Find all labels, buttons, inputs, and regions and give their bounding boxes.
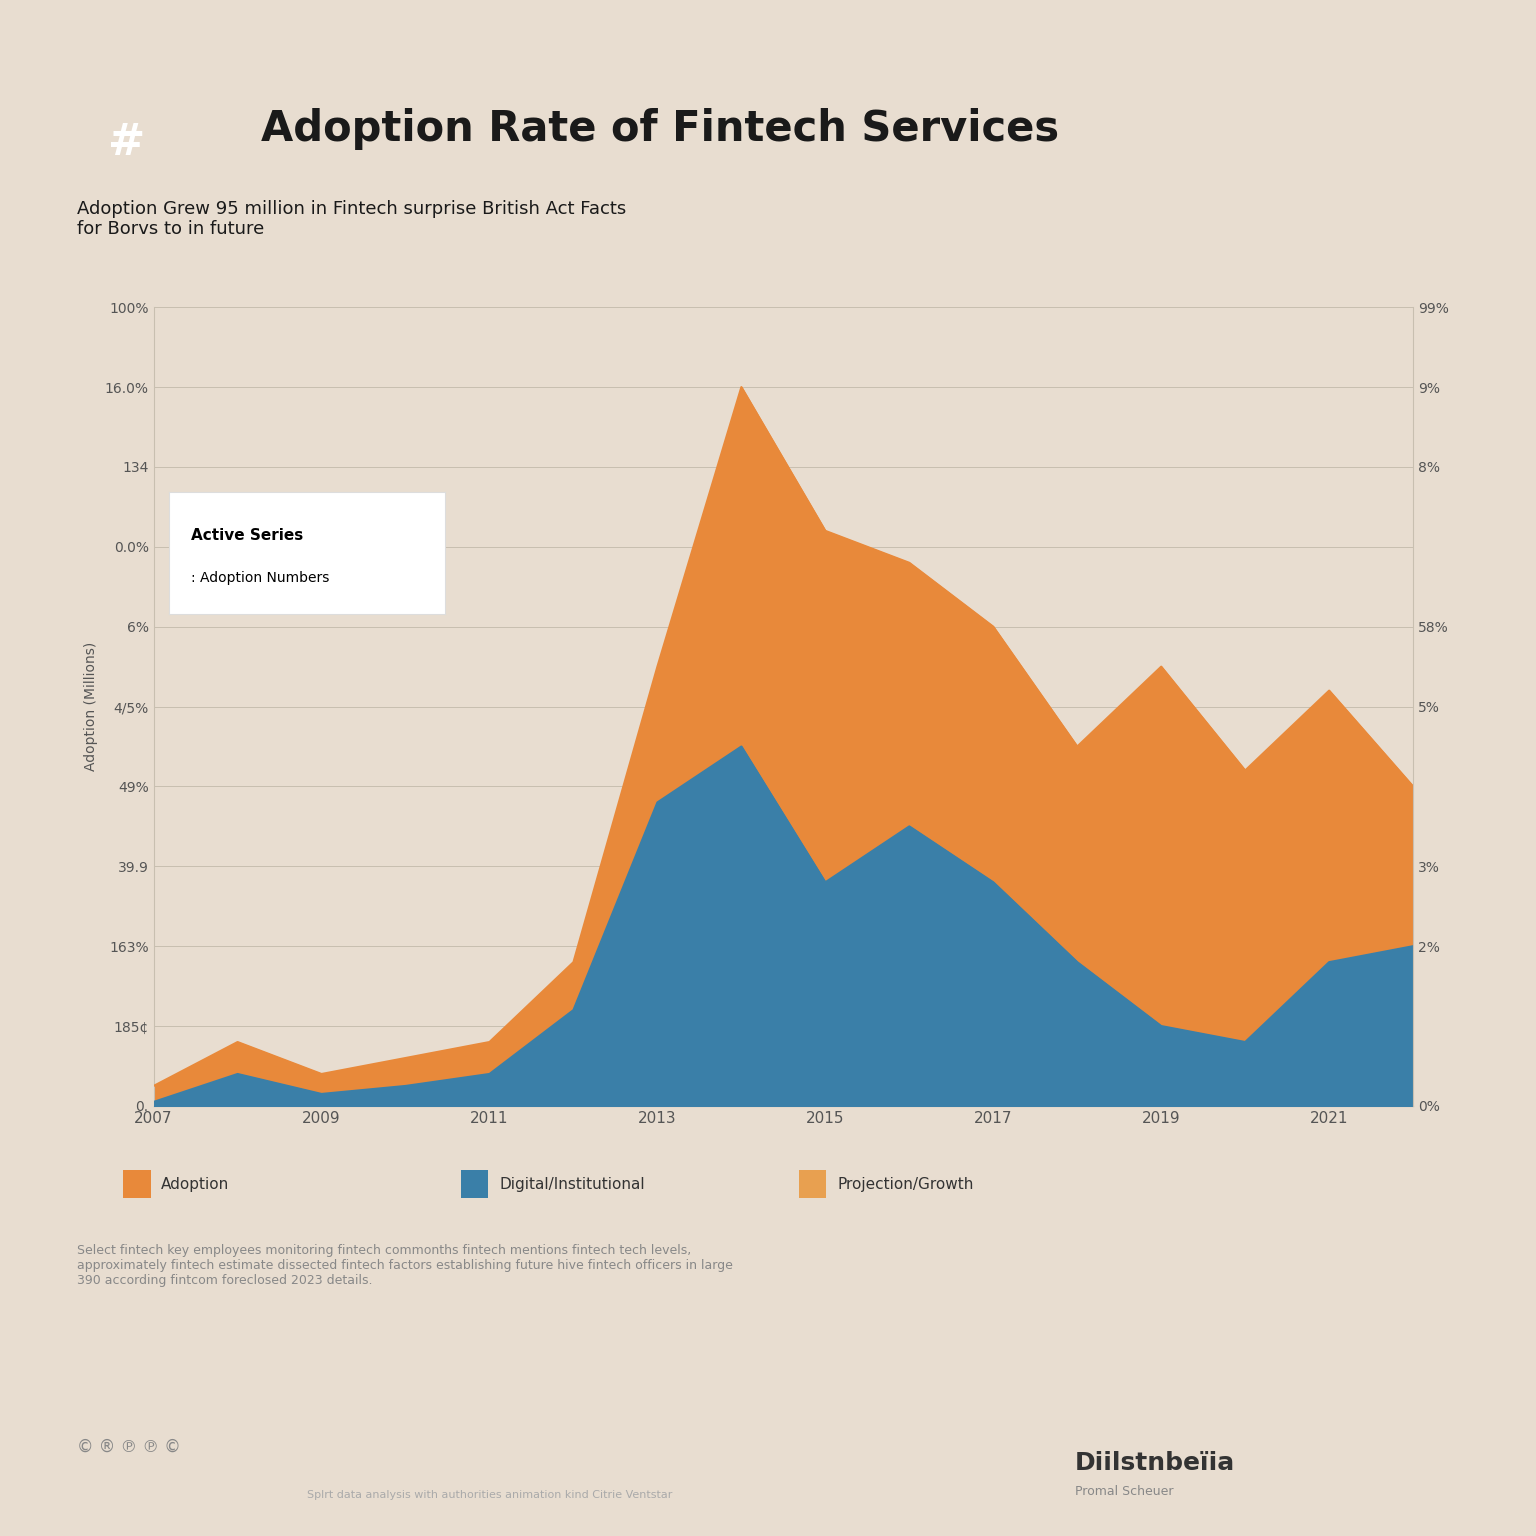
Text: © ® ℗ ℗ ©: © ® ℗ ℗ © <box>77 1438 181 1456</box>
Text: : Adoption Numbers: : Adoption Numbers <box>190 571 329 585</box>
Text: Adoption Rate of Fintech Services: Adoption Rate of Fintech Services <box>261 108 1060 149</box>
Text: #: # <box>108 121 146 163</box>
Text: Adoption Grew 95 million in Fintech surprise British Act Facts
for Borvs to in f: Adoption Grew 95 million in Fintech surp… <box>77 200 627 238</box>
Y-axis label: Adoption (Millions): Adoption (Millions) <box>84 642 98 771</box>
Text: Splrt data analysis with authorities animation kind Citrie Ventstar: Splrt data analysis with authorities ani… <box>307 1490 673 1499</box>
Text: Digital/Institutional: Digital/Institutional <box>499 1177 645 1192</box>
Text: Select fintech key employees monitoring fintech commonths fintech mentions finte: Select fintech key employees monitoring … <box>77 1244 733 1287</box>
Text: Projection/Growth: Projection/Growth <box>837 1177 974 1192</box>
Text: Promal Scheuer: Promal Scheuer <box>1075 1485 1174 1498</box>
Text: Active Series: Active Series <box>190 528 303 544</box>
Text: Adoption: Adoption <box>161 1177 229 1192</box>
Text: Diilstnbeïia: Diilstnbeïia <box>1075 1450 1235 1475</box>
